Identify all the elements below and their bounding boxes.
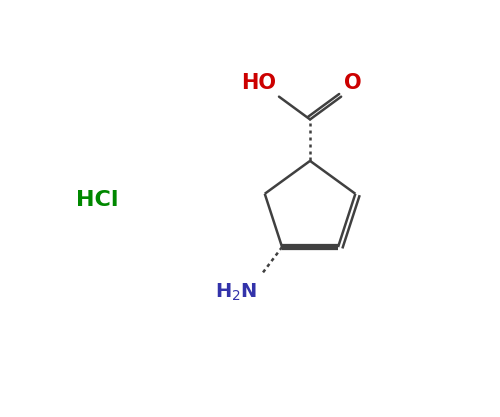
Text: H$_2$N: H$_2$N	[214, 281, 257, 303]
Text: O: O	[344, 73, 362, 93]
Text: HCl: HCl	[76, 190, 118, 210]
Text: HO: HO	[240, 73, 276, 93]
